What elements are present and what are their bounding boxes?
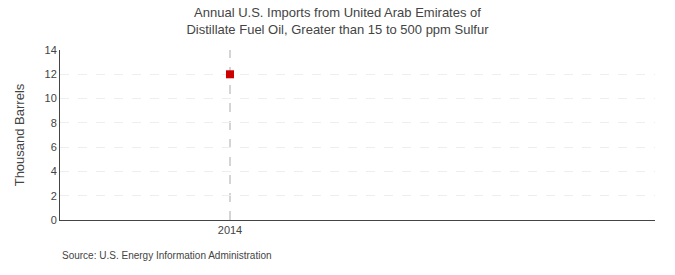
svg-text:12: 12 (45, 68, 57, 80)
svg-text:Thousand Barrels: Thousand Barrels (12, 83, 27, 186)
svg-text:14: 14 (45, 44, 57, 56)
svg-text:4: 4 (51, 165, 57, 177)
svg-text:Source: U.S. Energy Informatio: Source: U.S. Energy Information Administ… (62, 250, 272, 261)
svg-text:8: 8 (51, 117, 57, 129)
svg-text:0: 0 (51, 214, 57, 226)
svg-text:10: 10 (45, 92, 57, 104)
svg-text:2014: 2014 (218, 224, 242, 236)
svg-text:2: 2 (51, 190, 57, 202)
svg-text:6: 6 (51, 141, 57, 153)
svg-text:Annual U.S. Imports from Unite: Annual U.S. Imports from United Arab Emi… (186, 5, 489, 37)
